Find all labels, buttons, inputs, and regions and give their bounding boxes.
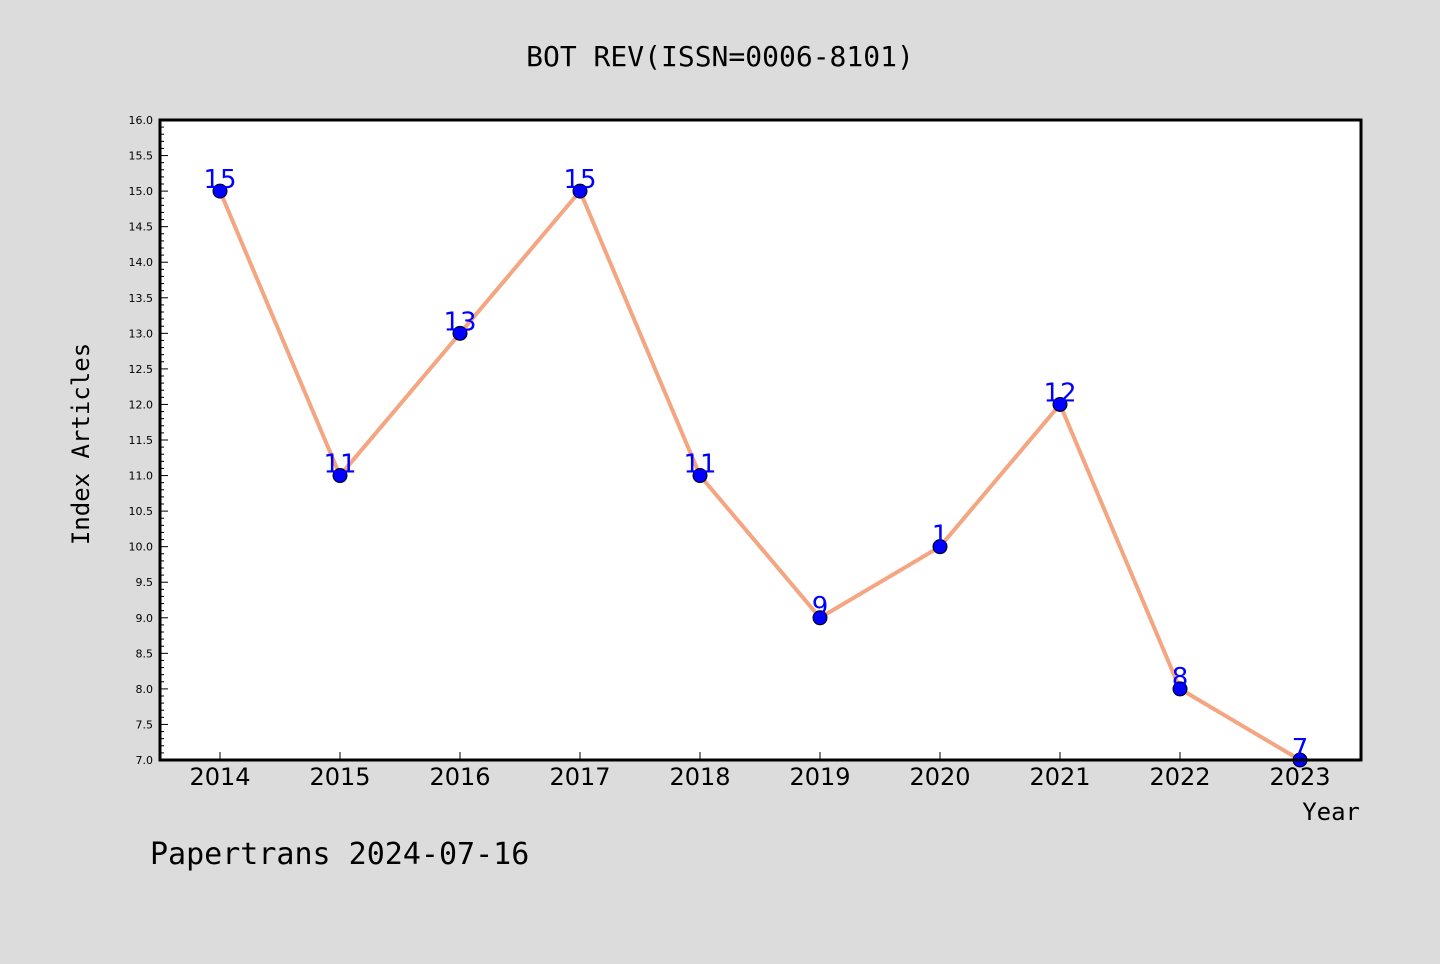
y-tick-label: 8.0: [136, 683, 154, 696]
x-axis-ticks: 2014 2015 2016 2017 2018 2019 2020 2021 2022 2023: [189, 752, 1331, 791]
data-point: [1052, 396, 1068, 412]
x-tick-label: 2014: [189, 763, 250, 791]
data-label: 12: [1043, 378, 1076, 408]
y-tick-label: 16.0: [129, 114, 154, 127]
data-label: 11: [323, 450, 356, 480]
x-tick-label: 2023: [1269, 763, 1330, 791]
data-labels: 15 11 13 15 11 9 1 12 8 7: [203, 165, 1308, 764]
x-tick-label: 2017: [549, 763, 610, 791]
data-point: [812, 610, 828, 626]
y-tick-label: 11.5: [129, 434, 154, 447]
y-tick-label: 14.5: [129, 221, 154, 234]
plot-area: [160, 120, 1361, 760]
y-tick-label: 10.5: [129, 505, 154, 518]
data-point: [212, 183, 228, 199]
chart-title: BOT REV(ISSN=0006-8101): [526, 40, 914, 73]
x-tick-label: 2021: [1029, 763, 1090, 791]
y-tick-label: 14.0: [129, 256, 154, 269]
y-tick-label: 9.5: [136, 576, 154, 589]
y-tick-label: 9.0: [136, 612, 154, 625]
x-tick-label: 2019: [789, 763, 850, 791]
y-axis-label: Index Articles: [67, 343, 95, 545]
x-axis-label: Year: [1302, 798, 1360, 826]
x-tick-label: 2016: [429, 763, 490, 791]
y-tick-label: 7.5: [136, 718, 154, 731]
data-point: [932, 539, 948, 555]
y-tick-label: 11.0: [129, 470, 154, 483]
data-label: 1: [932, 521, 949, 551]
y-tick-label: 12.5: [129, 363, 154, 376]
y-tick-label: 8.5: [136, 647, 154, 660]
y-tick-label: 12.0: [129, 398, 154, 411]
x-tick-label: 2022: [1149, 763, 1210, 791]
x-tick-label: 2018: [669, 763, 730, 791]
data-point: [452, 325, 468, 341]
data-label: 11: [683, 450, 716, 480]
data-label: 13: [443, 307, 476, 337]
data-label: 15: [203, 165, 236, 195]
data-label: 15: [563, 165, 596, 195]
data-point: [572, 183, 588, 199]
data-point: [1172, 681, 1188, 697]
plot-frame: [158, 118, 1363, 762]
series-line: [218, 189, 1302, 762]
data-point: [332, 468, 348, 484]
y-tick-label: 13.5: [129, 292, 154, 305]
data-label: 8: [1172, 663, 1189, 693]
data-point: [692, 468, 708, 484]
x-tick-label: 2020: [909, 763, 970, 791]
y-axis-ticks: 7.0 7.5 8.0 8.5 9.0 9.5 10.0 10.5 11.0 11.5 12.0 12…: [129, 114, 168, 767]
y-tick-label: 15.0: [129, 185, 154, 198]
y-tick-label: 7.0: [136, 754, 154, 767]
data-label: 7: [1292, 734, 1309, 764]
x-tick-label: 2015: [309, 763, 370, 791]
series-markers: [212, 183, 1308, 768]
y-tick-label: 15.5: [129, 150, 154, 163]
footer-text: Papertrans 2024-07-16: [150, 837, 529, 872]
data-label: 9: [812, 592, 829, 622]
y-tick-label: 10.0: [129, 541, 154, 554]
y-tick-label: 13.0: [129, 327, 154, 340]
